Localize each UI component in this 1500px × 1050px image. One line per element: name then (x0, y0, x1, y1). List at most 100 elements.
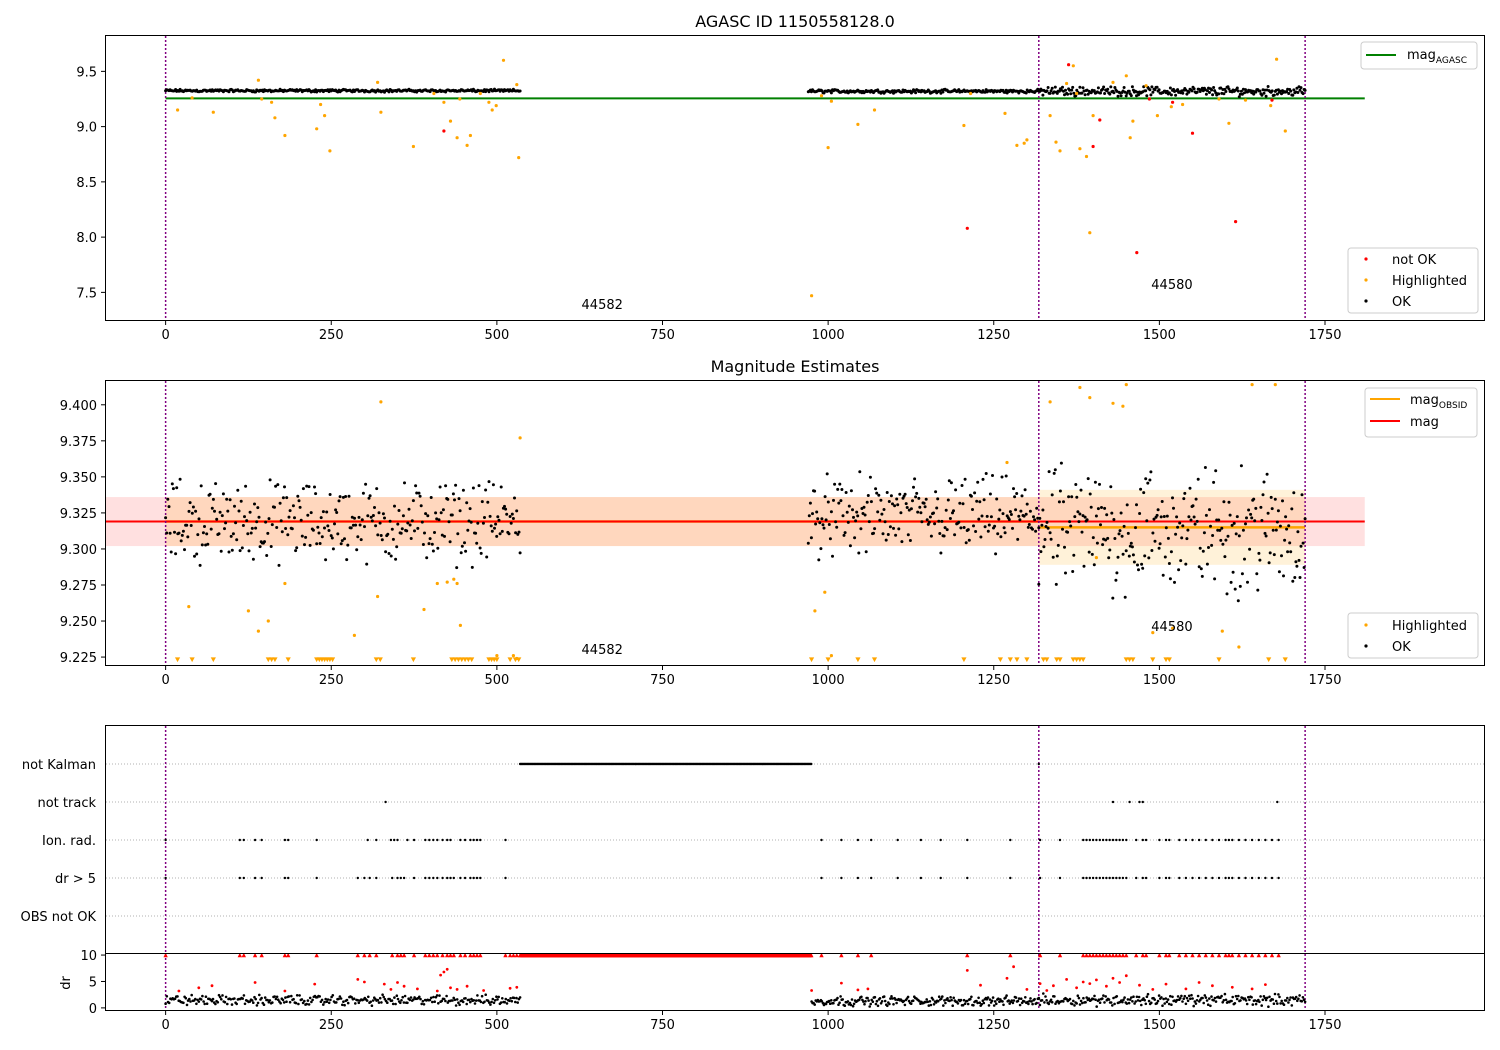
data-point-ok (1253, 999, 1257, 1002)
clipped-marker (1249, 952, 1255, 958)
data-point-ok (1188, 486, 1192, 490)
data-point-ok (878, 518, 882, 522)
data-point-ok (1187, 515, 1191, 519)
data-point-ok (287, 995, 291, 998)
data-point-ok (393, 504, 396, 508)
data-point-ok (317, 531, 321, 535)
data-point-ok (475, 541, 479, 545)
data-point-ok (288, 509, 292, 513)
data-point-ok (220, 514, 224, 518)
data-point-ok (1267, 561, 1271, 565)
data-point-ok (1027, 523, 1031, 526)
data-point-highlighted (1088, 231, 1092, 235)
data-point-dr-flagged (1124, 974, 1128, 978)
data-point-ok (1223, 992, 1227, 996)
data-point-ok (1057, 500, 1061, 504)
data-point-ok (827, 523, 831, 526)
data-point-ok (986, 996, 990, 999)
flag-point (1144, 876, 1148, 880)
data-point-ok (329, 998, 332, 1002)
data-point-ok (496, 998, 499, 1001)
data-point-ok (203, 525, 206, 528)
clipped-marker (1210, 952, 1215, 958)
data-point-ok (343, 537, 346, 541)
data-point-ok (338, 995, 342, 998)
data-point-ok (1196, 477, 1200, 481)
data-point-dr-flagged (1038, 982, 1042, 985)
data-point-ok (1206, 1003, 1210, 1006)
data-point-ok (489, 1003, 492, 1006)
data-point-ok (1250, 996, 1253, 999)
data-point-ok (813, 489, 817, 493)
data-point-ok (826, 500, 830, 504)
data-point-ok (215, 517, 219, 521)
data-point-ok (428, 537, 432, 541)
flag-point (1276, 800, 1279, 804)
data-point-ok (408, 523, 412, 527)
flag-point (469, 838, 472, 842)
data-point-highlighted (1054, 140, 1058, 144)
data-point-ok (305, 484, 309, 488)
data-point-ok (364, 482, 368, 486)
data-point-ok (1296, 530, 1300, 534)
data-point-ok (1089, 505, 1093, 509)
data-point-ok (401, 514, 405, 518)
data-point-ok (298, 505, 302, 509)
data-point-ok (1238, 92, 1242, 96)
clipped-marker (329, 657, 336, 663)
data-point-ok (231, 532, 235, 536)
data-point-ok (299, 518, 303, 522)
data-point-ok (962, 998, 966, 1002)
flag-point (896, 838, 899, 842)
clipped-marker (411, 952, 417, 958)
data-point-ok (178, 477, 182, 481)
data-point-ok (1147, 556, 1151, 560)
data-point-ok (1262, 480, 1266, 484)
data-point-highlighted (1151, 631, 1155, 635)
data-point-ok (1243, 997, 1247, 1000)
clipped-marker (163, 952, 168, 958)
data-point-ok (1045, 89, 1049, 93)
data-point-ok (944, 1001, 947, 1005)
data-point-ok (514, 1000, 517, 1004)
data-point-ok (937, 519, 941, 523)
clipped-marker (507, 657, 513, 663)
data-point-ok (458, 1003, 461, 1007)
data-point-ok (1108, 548, 1112, 552)
data-point-ok (1068, 520, 1072, 524)
data-point-ok (1204, 996, 1208, 999)
data-point-ok (1259, 995, 1262, 998)
legend2-highlighted-label: Highlighted (1392, 619, 1467, 634)
clipped-marker (1266, 657, 1272, 663)
data-point-highlighted (1227, 121, 1231, 125)
data-point-ok (1085, 518, 1089, 522)
data-point-ok (309, 511, 313, 515)
data-point-ok (937, 995, 941, 998)
data-point-ok (980, 514, 984, 518)
data-point-ok (357, 1001, 361, 1005)
data-point-highlighted (962, 123, 966, 128)
data-point-ok (286, 533, 290, 537)
data-point-ok (351, 523, 355, 527)
flag-point (1121, 876, 1125, 880)
data-point-ok (1277, 570, 1281, 574)
data-point-ok (1081, 1001, 1084, 1005)
data-point-ok (1299, 544, 1303, 548)
data-point-ok (508, 999, 511, 1003)
data-point-ok (864, 550, 868, 554)
data-point-ok (918, 505, 922, 509)
flag-point (1224, 876, 1227, 880)
flag-point (896, 876, 899, 880)
data-point-ok (997, 517, 1001, 521)
data-point-ok (278, 501, 282, 505)
data-point-ok (1260, 519, 1264, 522)
clipped-marker (1037, 952, 1043, 958)
data-point-ok (1199, 567, 1203, 571)
data-point-highlighted (376, 594, 380, 599)
data-point-highlighted (246, 609, 250, 613)
data-point-ok (1132, 560, 1136, 564)
data-point-ok (1081, 514, 1085, 518)
data-point-ok (1114, 578, 1118, 582)
flag-point (1101, 838, 1105, 842)
data-point-ok (1052, 471, 1056, 475)
